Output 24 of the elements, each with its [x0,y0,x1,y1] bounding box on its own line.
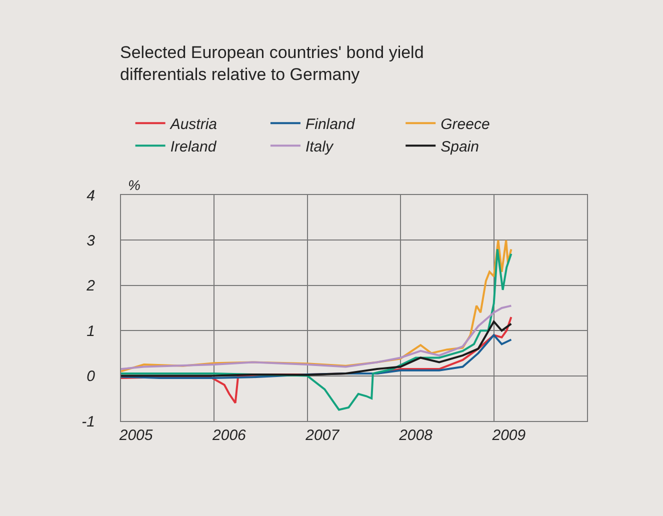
x-tick-label: 2006 [212,427,247,444]
y-axis-title: % [128,177,140,193]
x-tick-label: 2007 [304,427,340,444]
x-tick-label: 2008 [398,427,434,444]
x-tick-label: 2009 [491,427,526,444]
legend-label: Spain [440,138,479,156]
legend-label: Italy [305,138,334,156]
legend-label: Ireland [170,138,217,156]
x-tick-label: 2005 [118,427,154,444]
line-series [121,334,512,380]
legend-label: Austria [169,116,218,133]
line-series [121,248,512,411]
line-series [121,320,512,377]
y-tick-label: 0 [86,368,96,386]
y-tick-label: 2 [86,278,96,295]
legend-label: Finland [305,116,356,133]
y-tick-label: -1 [82,413,95,430]
y-tick-label: 3 [86,232,96,250]
y-tick-label: 1 [86,322,95,340]
line-series [121,239,512,372]
chart-title: Selected European countries' bond yield differentials relative to Germany [120,43,424,84]
legend-label: Greece [440,116,490,133]
line-series [121,304,512,370]
y-tick-label: 4 [86,187,95,204]
